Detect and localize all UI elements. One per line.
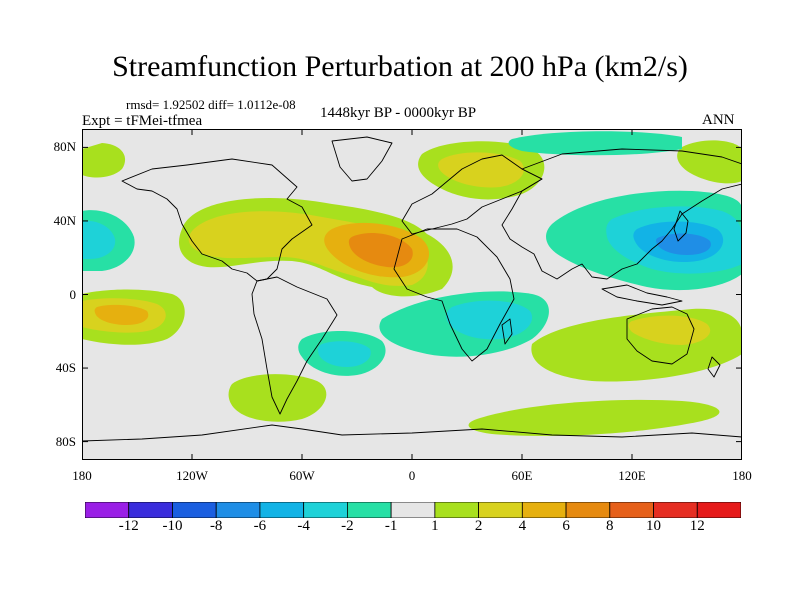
- positive-anomaly-layer: [82, 140, 742, 436]
- colorbar-label: 1: [431, 518, 439, 534]
- colorbar-swatch: [653, 502, 698, 518]
- coastline-new-zealand: [707, 356, 721, 378]
- colorbar-label: 10: [646, 518, 662, 534]
- anomaly-east-asia-north: [677, 140, 742, 184]
- colorbar-swatch: [696, 502, 741, 518]
- coastline-greenland: [331, 136, 393, 182]
- anomaly-southern-indian-ocean-core: [446, 300, 533, 340]
- colorbar: [85, 502, 741, 518]
- colorbar-swatch: [215, 502, 261, 518]
- colorbar-label: -4: [297, 518, 310, 534]
- colorbar-label: -12: [118, 518, 139, 534]
- lon-label: 120E: [618, 468, 646, 483]
- anomaly-east-north-pacific-mid: [82, 220, 116, 259]
- colorbar-label: -2: [341, 518, 354, 534]
- lon-label: 180: [732, 468, 752, 483]
- coastline-antarctica: [82, 424, 742, 442]
- colorbar-swatch: [521, 502, 567, 518]
- coastline-africa: [393, 228, 515, 362]
- rmsd-diff-stats: rmsd= 1.92502 diff= 1.0112e-08: [126, 97, 296, 112]
- coastline-indonesia: [601, 284, 683, 306]
- colorbar-swatch: [303, 502, 348, 518]
- colorbar-swatch: [172, 502, 217, 518]
- lon-label: 60W: [289, 468, 315, 483]
- anomaly-southeast-pacific-peak: [94, 304, 149, 325]
- colorbar-label: -8: [209, 518, 223, 534]
- lat-label: 0: [69, 286, 77, 302]
- lon-label: 0: [408, 468, 416, 483]
- anomaly-australia-core: [628, 315, 711, 345]
- colorbar-label: -1: [384, 518, 398, 534]
- colorbar-swatch: [85, 502, 130, 518]
- colorbar-swatch: [128, 502, 173, 518]
- colorbar-label: -10: [162, 518, 183, 534]
- colorbar-label: 8: [606, 518, 614, 534]
- anomaly-west-north-pacific-core: [656, 233, 711, 255]
- colorbar-label: 12: [689, 518, 705, 534]
- coastline-japan: [673, 210, 689, 242]
- lon-label: 60E: [511, 468, 533, 483]
- coastline-australia: [626, 306, 695, 365]
- anomaly-west-pacific-north: [82, 143, 126, 178]
- lat-label: 80S: [55, 433, 76, 449]
- colorbar-swatch: [346, 502, 392, 518]
- colorbar-swatch: [565, 502, 611, 518]
- colorbar-label: 6: [562, 518, 570, 534]
- coastlines-layer: [82, 136, 742, 442]
- colorbar-swatch: [478, 502, 523, 518]
- lat-label: 40N: [53, 212, 76, 228]
- streamfunction-map: [82, 129, 742, 460]
- colorbar-swatch: [390, 502, 436, 518]
- anomaly-europe-scandinavia-core: [438, 152, 524, 188]
- anomaly-southern-ocean: [468, 399, 720, 436]
- colorbar-swatch: [259, 502, 305, 518]
- colorbar-label: -6: [253, 518, 267, 534]
- anomaly-southwest-atlantic-core: [318, 341, 371, 367]
- lat-label: 80N: [53, 139, 76, 155]
- lon-label: 120W: [176, 468, 208, 483]
- period-label: 1448kyr BP - 0000kyr BP: [320, 105, 477, 121]
- season-label: ANN: [702, 112, 735, 128]
- colorbar-label: 2: [474, 518, 483, 534]
- anomaly-antarctic-peninsula: [228, 374, 327, 422]
- experiment-label: Expt = tFMei-tfmea: [82, 113, 203, 129]
- lat-label: 40S: [55, 360, 76, 376]
- colorbar-swatch: [609, 502, 654, 518]
- colorbar-swatch: [434, 502, 480, 518]
- map-title: Streamfunction Perturbation at 200 hPa (…: [112, 50, 688, 83]
- coastline-madagascar: [501, 318, 513, 345]
- colorbar-label: 4: [518, 518, 527, 534]
- negative-anomaly-layer: [82, 131, 742, 376]
- coastline-south-america: [251, 276, 338, 415]
- coastline-asia: [501, 148, 742, 280]
- axis-ticks: [82, 129, 742, 460]
- lon-label: 180: [72, 468, 92, 483]
